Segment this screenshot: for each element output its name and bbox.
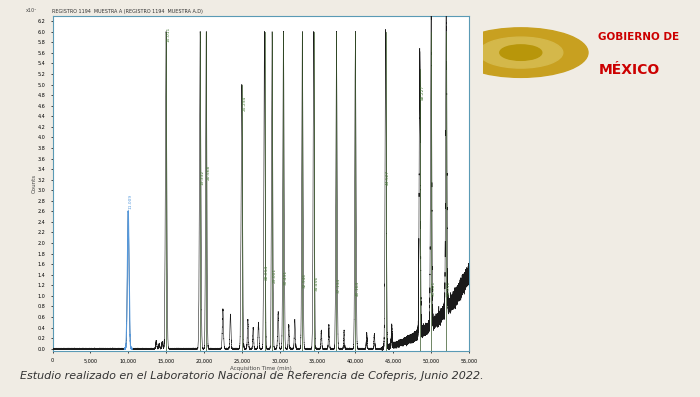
Circle shape [454, 28, 588, 77]
Circle shape [479, 37, 563, 68]
Text: 34.456: 34.456 [314, 276, 318, 291]
Text: 52.011: 52.011 [447, 281, 451, 296]
Text: 11.009: 11.009 [129, 194, 133, 209]
Text: 50.001: 50.001 [432, 281, 435, 296]
Circle shape [500, 45, 542, 60]
Text: 30.491: 30.491 [284, 270, 288, 285]
Text: 19.332: 19.332 [201, 170, 205, 185]
Text: 20.568: 20.568 [206, 164, 211, 180]
Text: x10⁷: x10⁷ [25, 8, 36, 13]
Text: 37.134: 37.134 [337, 278, 341, 293]
Text: 28.014: 28.014 [265, 265, 269, 280]
Text: 48.227: 48.227 [421, 85, 424, 100]
X-axis label: Acquisition Time (min): Acquisition Time (min) [230, 366, 292, 371]
Text: MÉXICO: MÉXICO [598, 63, 659, 77]
Text: 29.001: 29.001 [273, 268, 276, 283]
Text: REGISTRO 1194  MUESTRA A (REGISTRO 1194  MUESTRA A.D): REGISTRO 1194 MUESTRA A (REGISTRO 1194 M… [52, 9, 204, 14]
Text: GOBIERNO DE: GOBIERNO DE [598, 32, 680, 42]
Text: 44.527: 44.527 [386, 170, 391, 185]
Text: 40.164: 40.164 [356, 281, 360, 296]
Text: 32.946: 32.946 [303, 273, 307, 288]
Text: 25.294: 25.294 [242, 96, 246, 111]
Text: Estudio realizado en el Laboratorio Nacional de Referencia de Cofepris, Junio 20: Estudio realizado en el Laboratorio Naci… [20, 371, 484, 382]
Y-axis label: Counts: Counts [32, 174, 36, 193]
Text: 15.011: 15.011 [167, 27, 171, 42]
